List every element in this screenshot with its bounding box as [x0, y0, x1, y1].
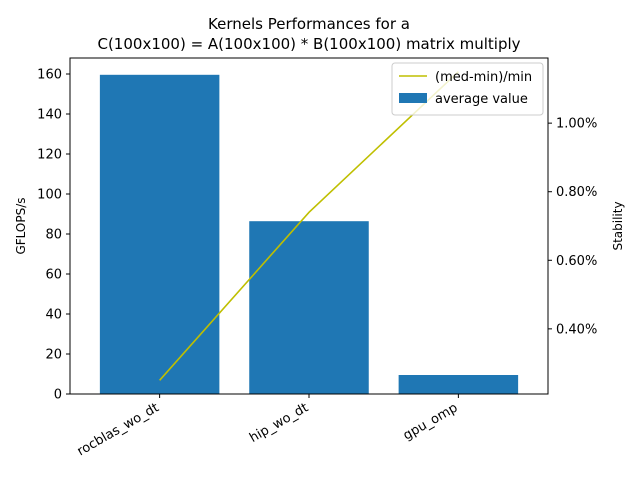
y-tick-label-140: 140 — [37, 108, 62, 123]
legend-bar-swatch — [399, 93, 427, 103]
chart-title: Kernels Performances for a — [208, 15, 410, 33]
y-tick-label-60: 60 — [45, 268, 62, 283]
y2-tick-label-2: 0.80% — [556, 185, 597, 200]
y2-tick-label-0: 0.40% — [556, 322, 597, 337]
y-tick-label-160: 160 — [37, 68, 62, 83]
line-layer — [159, 71, 459, 381]
legend-box — [391, 62, 544, 116]
x-tick-label-rocblas_wo_dt: rocblas_wo_dt — [75, 400, 162, 459]
y-axis-label: GFLOPS/s — [14, 197, 28, 254]
y-tick-label-120: 120 — [37, 148, 62, 163]
bar-gpu_omp — [398, 375, 519, 394]
y-tick-label-40: 40 — [45, 308, 62, 323]
bar-rocblas_wo_dt — [99, 74, 220, 395]
legend-bar-label: average value — [435, 92, 528, 107]
y-axis-right: 0.40% 0.60% 0.80% 1.00% — [548, 117, 597, 337]
y2-tick-label-3: 1.00% — [556, 117, 597, 132]
stability-line — [159, 71, 459, 381]
bars-layer — [99, 74, 519, 395]
y-tick-label-80: 80 — [45, 228, 62, 243]
y-tick-label-0: 0 — [54, 388, 62, 403]
y-tick-label-20: 20 — [45, 348, 62, 363]
x-tick-label-hip_wo_dt: hip_wo_dt — [247, 400, 311, 446]
bar-hip_wo_dt — [249, 221, 369, 394]
y2-axis-label: Stability — [611, 201, 625, 250]
x-axis: rocblas_wo_dt hip_wo_dt gpu_omp — [75, 394, 461, 459]
y-tick-label-100: 100 — [37, 188, 62, 203]
y-axis-left: 0 20 40 60 80 100 120 140 160 — [37, 68, 70, 403]
legend-line-label: (med-min)/min — [435, 70, 532, 85]
y2-tick-label-1: 0.60% — [556, 254, 597, 269]
legend: (med-min)/min average value — [391, 62, 544, 116]
chart-subtitle: C(100x100) = A(100x100) * B(100x100) mat… — [97, 35, 520, 53]
x-tick-label-gpu_omp: gpu_omp — [401, 400, 461, 443]
